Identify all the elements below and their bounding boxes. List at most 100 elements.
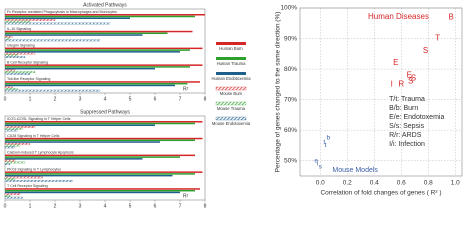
x-tick-label: 7 (179, 203, 182, 209)
legend-text: T/t: Trauma (389, 96, 425, 103)
bar (5, 158, 143, 160)
point: S (411, 73, 416, 82)
bar (4, 159, 16, 162)
legend-swatch (216, 72, 246, 75)
page: {"chart_data": [ {"type": "hbar", "title… (3, 2, 463, 210)
bar (5, 141, 160, 143)
bar (5, 67, 155, 70)
bar (4, 39, 101, 42)
bar (5, 156, 180, 158)
bar (5, 154, 195, 157)
figure: Activated Pathways 0 1 2 3 4 5 6 7 8 Fc Receptor-m… (4, 2, 463, 209)
y-tick-label: 50% (284, 157, 297, 164)
x-tick-label: 2 (54, 96, 57, 102)
bar (5, 188, 200, 190)
x-tick-label: 1.0 (451, 180, 460, 187)
point: t (325, 142, 327, 149)
bar (5, 64, 203, 66)
y-axis-label: Percentage of genes changed to the same … (275, 12, 282, 173)
point: T (435, 34, 440, 43)
plot-frame (299, 7, 463, 177)
bar (4, 195, 11, 197)
point: E (407, 70, 412, 79)
bar (4, 146, 16, 149)
bar (4, 89, 101, 92)
x-tick-label: 4 (104, 96, 107, 102)
x-tick-label: 7 (179, 96, 182, 102)
bar (5, 32, 168, 35)
point: b (327, 135, 331, 142)
legend-label: Human Endotoxemia (211, 76, 251, 81)
point: R (398, 79, 404, 88)
bar (5, 17, 130, 19)
y-tick-label: 80% (284, 66, 297, 73)
legend-label: Human Burn (219, 46, 243, 51)
bar (4, 161, 26, 164)
x-tick-label: 1 (29, 203, 32, 209)
bar (5, 124, 155, 126)
bar (4, 54, 18, 57)
bar (4, 196, 23, 199)
x-axis-label: Correlation of fold changes of genes ( R… (320, 190, 441, 197)
series-label: Mouse Models (332, 167, 378, 174)
bar (4, 52, 36, 55)
point: t (323, 139, 325, 146)
y-tick-label: 60% (284, 127, 297, 134)
bar (5, 51, 180, 53)
x-tick-label: 0 (4, 203, 7, 209)
legend-swatch (215, 101, 247, 106)
category-label: Calcium-induced T Lymphocyte Apoptosis (7, 151, 74, 155)
x-tick-label: 0.4 (370, 180, 379, 187)
legend-label: Mouse Burn (220, 91, 243, 96)
bar (5, 122, 195, 125)
bar (5, 47, 203, 50)
bar (5, 189, 195, 192)
category-label: Fc Receptor-mediated Phagocytosis in Mac… (7, 10, 117, 14)
point: I (391, 79, 393, 88)
x-tick-label: 5 (129, 96, 132, 102)
point: S (408, 76, 413, 85)
bar (4, 193, 21, 196)
x-tick-label: 1 (29, 96, 32, 102)
x-tick-label: 0.6 (397, 180, 406, 187)
point: e (314, 157, 318, 164)
bar (4, 86, 13, 89)
category-label: iCOS-iCOSL Signaling in T Helper Cells (7, 117, 71, 121)
bar (4, 176, 43, 179)
x-tick-label: 6 (154, 203, 157, 209)
category-label: T Cell Receptor Signaling (7, 184, 48, 188)
y-tick-label: 100% (280, 5, 297, 12)
series-label: Human Diseases (368, 12, 429, 21)
x-tick-label: 8 (204, 203, 207, 209)
bar (4, 180, 73, 182)
legend-label: Mouse Endotoxemia (212, 121, 251, 126)
bar (5, 81, 200, 83)
x-tick-label: 0 (4, 96, 7, 102)
category-label: CD28 Signaling in T Helper Cells (7, 134, 60, 138)
x-tick-label: 4 (104, 203, 107, 209)
legend-label: Human Trauma (217, 61, 247, 66)
bar (4, 88, 18, 90)
bar (4, 163, 11, 165)
bar (5, 66, 190, 68)
bar (4, 73, 31, 75)
category-label: PKCθ Signaling in T Lymphocytes (7, 167, 61, 171)
annotation: R² (183, 86, 189, 92)
bar (4, 144, 21, 147)
legend-text: R/r: ARDS (389, 132, 422, 139)
bar (5, 14, 205, 16)
bar (5, 49, 190, 51)
legend-text: E/e: Endotoxemia (389, 114, 444, 121)
legend-text: S/s: Sepsis (389, 123, 425, 130)
bar (4, 20, 31, 23)
bar (4, 129, 18, 132)
panel-title: Activated Pathways (83, 2, 127, 8)
legend-swatch (216, 57, 246, 60)
x-tick-label: 3 (79, 203, 82, 209)
legend-swatch (216, 42, 246, 45)
bar (4, 142, 31, 145)
bar (5, 34, 143, 36)
bar (5, 139, 195, 142)
bar (5, 30, 193, 33)
bar (5, 137, 203, 140)
